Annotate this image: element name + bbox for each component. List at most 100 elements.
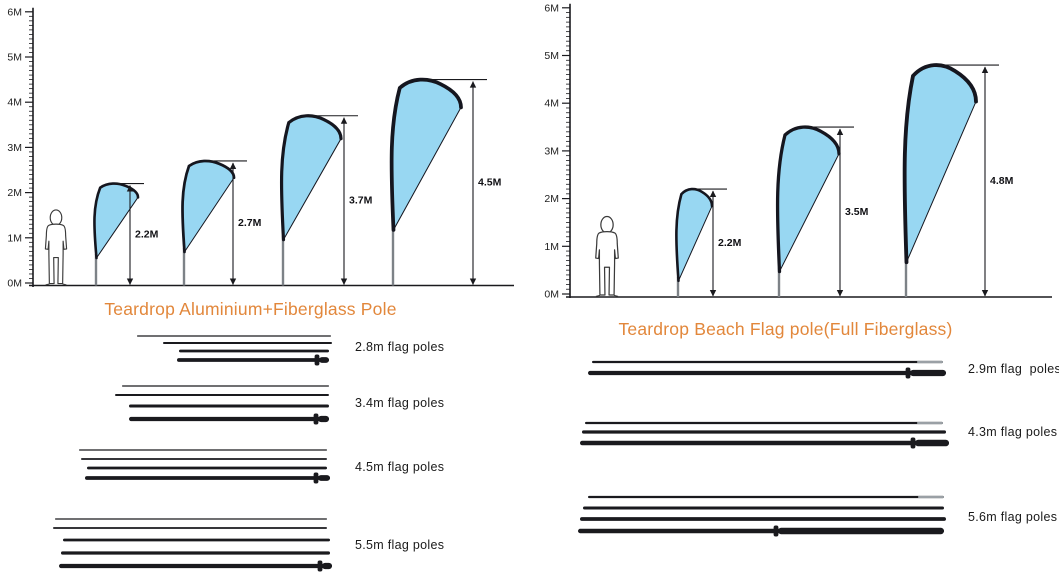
- pole-set-label-2-9m: 2.9m flag poles: [968, 362, 1059, 376]
- pole-set: [79, 449, 330, 484]
- flag-pole-segment: [59, 563, 332, 569]
- ruler-label: 1M: [7, 232, 22, 244]
- teardrop-flag: 3.7M: [279, 114, 373, 286]
- teardrop-flag: 4.8M: [902, 63, 1014, 297]
- flag-pole-segment: [580, 440, 949, 446]
- flag-pole-segment: [580, 517, 946, 521]
- ruler-label: 1M: [544, 241, 559, 253]
- flag-pole-segment: [163, 342, 332, 344]
- flag-pole-segment: [129, 404, 329, 408]
- flag-leading-edge: [389, 77, 463, 232]
- ruler-label: 6M: [544, 2, 559, 14]
- pole-set: [53, 518, 332, 572]
- left-section-title: Teardrop Aluminium+Fiberglass Pole: [104, 299, 397, 319]
- ruler-label: 0M: [7, 278, 22, 290]
- flag-pole-segment: [63, 538, 330, 542]
- flag-leading-edge: [675, 187, 714, 283]
- flag-cloth: [93, 183, 139, 260]
- pole-set-label-2-8m: 2.8m flag poles: [355, 340, 445, 354]
- pole-connector: [314, 354, 320, 366]
- flag-cloth: [675, 188, 713, 282]
- ruler-label: 3M: [544, 145, 559, 157]
- ruler-label: 4M: [7, 97, 22, 109]
- flag-pole-segment: [79, 449, 327, 451]
- teardrop-flag: 2.2M: [675, 187, 742, 297]
- flag-pole-segment: [115, 393, 329, 397]
- flag-height-label: 4.5M: [478, 177, 502, 189]
- flag-leading-edge: [279, 114, 343, 242]
- pole-set-label-4-3m: 4.3m flag poles: [968, 425, 1058, 439]
- pole-set: [115, 385, 329, 425]
- ruler-label: 2M: [7, 187, 22, 199]
- flag-height-label: 2.2M: [718, 237, 742, 249]
- height-dimension: 2.2M: [114, 183, 159, 285]
- flag-pole-segment: [177, 358, 329, 362]
- person-figure: [595, 215, 619, 297]
- pole-set-label-3-4m: 3.4m flag poles: [355, 396, 445, 410]
- pole-set: [137, 335, 332, 366]
- pole-set: [580, 421, 949, 449]
- flag-cloth: [777, 126, 840, 274]
- flag-height-label: 4.8M: [990, 175, 1014, 187]
- height-dimension: 2.2M: [693, 188, 742, 297]
- pole-tip: [917, 360, 943, 364]
- flag-leading-edge: [775, 125, 841, 274]
- flag-pole-segment: [583, 506, 944, 510]
- flag-height-label: 2.7M: [238, 217, 262, 229]
- teardrop-flag: 2.2M: [93, 182, 159, 286]
- person-figure: [44, 209, 68, 286]
- pole-set: [578, 495, 946, 537]
- height-ruler: 6M 5M 4M 3M 2M 1M 0M: [7, 6, 34, 290]
- flag-pole-segment: [585, 421, 943, 425]
- teardrop-flag: 2.7M: [181, 159, 262, 286]
- ruler-label: 5M: [7, 52, 22, 64]
- section-aluminium-fiberglass: 6M 5M 4M 3M 2M 1M 0M 2.2M 2.7M 3.7M 4.5M: [7, 6, 514, 572]
- flag-height-label: 2.2M: [135, 229, 159, 241]
- ruler-label: 2M: [544, 193, 559, 205]
- flag-pole-segment: [122, 385, 329, 387]
- right-section-title: Teardrop Beach Flag pole(Full Fiberglass…: [618, 319, 953, 339]
- flag-pole-segment: [81, 458, 327, 460]
- flag-pole-segment: [592, 360, 943, 364]
- pole-set-label-5-5m: 5.5m flag poles: [355, 538, 445, 552]
- flag-cloth: [904, 64, 977, 263]
- flag-pole-segment: [129, 416, 329, 422]
- pole-set-label-4-5m: 4.5m flag poles: [355, 460, 445, 474]
- flag-pole-segment: [85, 476, 330, 480]
- height-dimension: 4.5M: [423, 79, 502, 285]
- flag-pole-segment: [137, 335, 331, 337]
- flag-leading-edge: [181, 159, 236, 254]
- pole-tip: [917, 421, 943, 425]
- height-dimension: 4.8M: [937, 64, 1014, 297]
- ruler-label: 5M: [544, 50, 559, 62]
- flag-leading-edge: [93, 182, 140, 260]
- flag-pole-segment: [588, 495, 944, 499]
- pole-connector: [313, 472, 319, 484]
- pole-tip: [918, 495, 944, 499]
- teardrop-flag: 3.5M: [775, 125, 869, 297]
- ruler-label: 4M: [544, 98, 559, 110]
- flag-pole-segment: [179, 349, 329, 353]
- flag-pole-segment: [87, 466, 327, 470]
- pole-connector: [773, 525, 779, 537]
- teardrop-flag: 4.5M: [389, 77, 502, 286]
- flag-cloth: [391, 79, 462, 232]
- flag-pole-segment: [55, 518, 327, 520]
- height-dimension: 2.7M: [206, 160, 262, 285]
- pole-connector: [317, 560, 323, 572]
- flag-cloth: [181, 160, 235, 254]
- flag-cloth: [281, 115, 342, 242]
- pole-connector: [910, 437, 916, 449]
- ruler-label: 3M: [7, 142, 22, 154]
- flag-pole-segment: [53, 527, 327, 529]
- pole-set: [588, 360, 946, 379]
- flag-pole-segment: [582, 430, 946, 434]
- flag-pole-segment: [588, 370, 946, 376]
- flag-pole-segment: [61, 551, 330, 555]
- pole-connector: [905, 367, 911, 379]
- section-full-fiberglass: 6M 5M 4M 3M 2M 1M 0M 2.2M 3.5M 4.8M: [544, 2, 1052, 537]
- pole-connector: [313, 413, 319, 425]
- pole-set-label-5-6m: 5.6m flag poles: [968, 510, 1058, 524]
